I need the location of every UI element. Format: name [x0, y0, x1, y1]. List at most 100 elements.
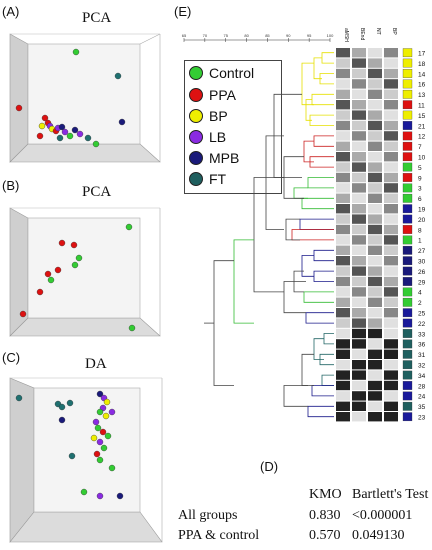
- sample-label: 2: [418, 300, 422, 307]
- heatmap-cell: [352, 224, 366, 235]
- sample-label: 33: [418, 331, 426, 338]
- legend-item-lb: LB: [189, 127, 226, 147]
- sample-label: 20: [418, 217, 426, 224]
- scatter-point: [100, 444, 108, 452]
- scatter-point: [116, 492, 124, 500]
- tree-branch: [253, 177, 284, 293]
- heatmap-cell: [352, 256, 366, 266]
- heatmap-cell: [336, 110, 350, 120]
- heatmap-cell: [368, 162, 382, 172]
- heatmap-cell: [368, 89, 382, 99]
- tree-branch: [305, 99, 312, 121]
- pca-plot-b: [9, 207, 161, 337]
- heatmap-cell: [384, 120, 398, 131]
- heatmap-cell: [352, 214, 366, 224]
- heatmap-cell: [368, 48, 382, 58]
- sample-group-swatch: [402, 48, 413, 58]
- heatmap-cell: [336, 256, 350, 266]
- scatter-point: [54, 266, 62, 274]
- heatmap-cell: [384, 245, 398, 255]
- tree-branch: [265, 135, 284, 230]
- lb-dot-icon: [189, 130, 203, 144]
- tree-branch: [301, 353, 314, 386]
- heatmap-cell: [368, 224, 382, 235]
- column-header: aMSH: [343, 28, 349, 42]
- legend-label: MPB: [209, 150, 240, 166]
- sample-group-swatch: [402, 391, 413, 401]
- heatmap-cell: [336, 100, 350, 110]
- scatter-point: [44, 270, 52, 278]
- tree-branch: [321, 52, 334, 64]
- scatter-point: [80, 488, 88, 496]
- scatter-point: [125, 223, 133, 231]
- tree-branch: [301, 255, 314, 277]
- heatmap-cell: [336, 276, 350, 287]
- heatmap-cell: [336, 162, 350, 172]
- tree-branch: [301, 62, 314, 106]
- sample-group-swatch: [402, 58, 413, 68]
- sample-label: 32: [418, 363, 426, 370]
- sample-label: 19: [418, 207, 426, 214]
- heatmap-cell: [352, 204, 366, 214]
- sample-group-swatch: [402, 329, 413, 338]
- heatmap-cell: [368, 79, 382, 89]
- sample-group-swatch: [402, 339, 413, 349]
- sample-label: 6: [418, 196, 422, 203]
- heatmap-cell: [368, 152, 382, 162]
- sample-group-swatch: [402, 401, 413, 411]
- heatmap-cell: [352, 412, 366, 422]
- scatter-point: [96, 438, 104, 446]
- scale-tick-label: 90: [286, 33, 291, 38]
- heatmap-cell: [352, 328, 366, 339]
- scatter-point: [71, 126, 79, 134]
- heatmap-cell: [384, 172, 398, 183]
- heatmap-cell: [352, 318, 366, 328]
- heatmap-cell: [336, 318, 350, 328]
- legend-label: LB: [209, 129, 227, 145]
- scale-tick-label: 65: [182, 33, 187, 38]
- sample-label: 27: [418, 248, 426, 255]
- scatter-point: [70, 241, 78, 249]
- scatter-point: [58, 403, 66, 411]
- sample-group-swatch: [402, 318, 413, 328]
- tree-branch: [303, 291, 334, 303]
- scale-tick-label: 75: [223, 33, 228, 38]
- scatter-point: [61, 128, 69, 136]
- legend-item-bp: BP: [189, 106, 228, 126]
- heatmap-cell: [352, 380, 366, 391]
- heatmap-cell: [336, 360, 350, 370]
- sample-group-swatch: [402, 266, 413, 276]
- heatmap-cell: [384, 370, 398, 380]
- scatter-point: [84, 134, 92, 142]
- heatmap-cell: [336, 214, 350, 224]
- heatmap-cell: [384, 162, 398, 172]
- heatmap-cell: [336, 391, 350, 401]
- heatmap-cell: [336, 339, 350, 349]
- sample-group-swatch: [402, 89, 413, 99]
- scatter-point: [108, 408, 116, 416]
- scatter-point: [92, 418, 100, 426]
- scatter-point: [15, 394, 23, 402]
- panel-d-label: (D): [260, 459, 279, 474]
- heatmap-cell: [384, 308, 398, 318]
- heatmap-cell: [336, 204, 350, 214]
- heatmap-cell: [368, 172, 382, 183]
- tree-branch: [313, 270, 334, 282]
- scale-tick-label: 70: [203, 33, 208, 38]
- sample-group-swatch: [402, 173, 413, 182]
- scale-tick-label: 100: [327, 33, 334, 38]
- sample-group-swatch: [402, 381, 413, 390]
- heatmap-cell: [352, 110, 366, 120]
- sample-group-swatch: [402, 349, 413, 359]
- sample-label: 26: [418, 269, 426, 276]
- tree-branch: [283, 281, 306, 314]
- tree-branch: [311, 93, 334, 106]
- heatmap-cell: [368, 412, 382, 422]
- scatter-point: [103, 398, 111, 406]
- sample-label: 14: [418, 71, 426, 78]
- sample-label: 31: [418, 352, 426, 359]
- heatmap-cell: [336, 141, 350, 151]
- sample-group-swatch: [402, 110, 413, 120]
- heatmap-cell: [368, 256, 382, 266]
- sample-group-swatch: [402, 277, 413, 286]
